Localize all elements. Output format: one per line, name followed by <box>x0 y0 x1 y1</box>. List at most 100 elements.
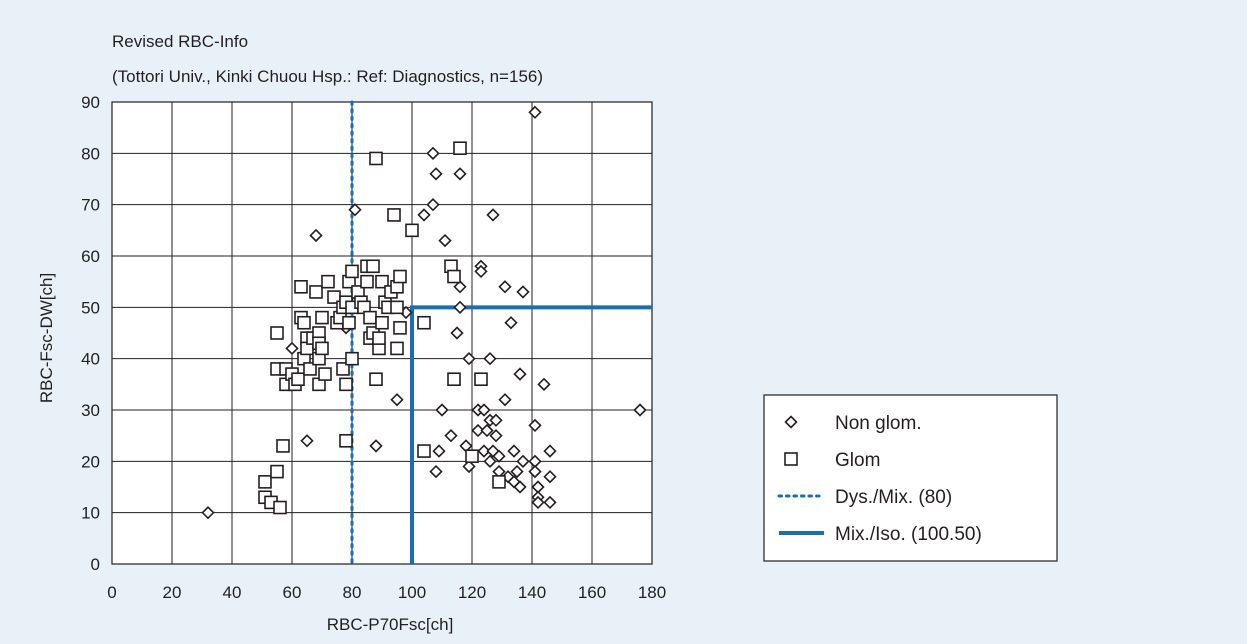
non-glom-point <box>477 444 491 458</box>
x-axis-title: RBC-P70Fsc[ch] <box>327 615 454 634</box>
non-glom-point <box>492 449 506 463</box>
chart-title: Revised RBC-Info <box>112 32 248 51</box>
y-tick-label: 20 <box>81 452 100 471</box>
legend: Non glom. Glom Dys./Mix. (80) Mix./Iso. (10… <box>763 394 1058 562</box>
y-tick-label: 40 <box>81 350 100 369</box>
non-glom-point <box>480 423 494 438</box>
glom-point <box>405 223 419 238</box>
glom-point <box>372 331 386 345</box>
glom-point <box>345 351 359 366</box>
x-tick-label: 80 <box>343 583 362 602</box>
reference-lines <box>350 100 652 566</box>
y-tick-label: 0 <box>91 555 100 574</box>
non-glom-point <box>513 480 527 494</box>
x-tick-labels: 0 20 40 60 80 100 120 140 160 180 <box>107 583 666 602</box>
glom-point <box>492 475 506 489</box>
y-tick-label: 90 <box>81 93 100 112</box>
non-glom-point <box>348 203 362 217</box>
glom-point <box>363 310 377 325</box>
x-tick-label: 40 <box>223 583 242 602</box>
data-points <box>201 105 647 520</box>
glom-point <box>291 372 305 387</box>
x-tick-label: 60 <box>283 583 302 602</box>
y-tick-label: 50 <box>81 298 100 317</box>
non-glom-point <box>528 418 542 433</box>
x-tick-label: 180 <box>638 583 666 602</box>
glom-point <box>303 362 317 376</box>
glom-point <box>369 151 383 166</box>
non-glom-point <box>471 423 485 438</box>
non-glom-point <box>483 352 497 366</box>
non-glom-point <box>498 393 512 407</box>
mixiso-reference-line <box>410 305 652 564</box>
glom-point <box>342 315 356 330</box>
y-tick-label: 30 <box>81 401 100 420</box>
x-tick-label: 20 <box>163 583 182 602</box>
non-glom-point <box>426 146 440 160</box>
non-glom-point <box>498 280 512 294</box>
non-glom-point <box>516 285 530 299</box>
non-glom-point <box>453 167 467 181</box>
glom-point <box>258 475 272 489</box>
glom-point <box>309 285 323 299</box>
glom-point <box>390 341 404 356</box>
non-glom-point <box>483 454 497 468</box>
non-glom-point <box>417 208 431 222</box>
non-glom-point <box>477 403 491 417</box>
non-glom-point <box>513 367 527 381</box>
y-tick-label: 60 <box>81 247 100 266</box>
non-glom-point <box>438 233 452 248</box>
non-glom-point <box>453 300 467 314</box>
non-glom-point <box>309 228 323 243</box>
y-tick-labels: 0 10 20 30 40 50 60 70 80 90 <box>81 93 100 574</box>
non-glom-point <box>300 434 314 448</box>
non-glom-point <box>516 454 530 468</box>
glom-point <box>453 141 467 155</box>
glom-point <box>393 321 407 335</box>
glom-point <box>417 315 431 330</box>
chart-subtitle: (Tottori Univ., Kinki Chuou Hsp.: Ref: D… <box>112 67 543 86</box>
glom-point <box>447 372 461 387</box>
non-glom-point <box>507 444 521 458</box>
glom-point <box>321 274 335 289</box>
legend-diamond-key <box>784 415 798 429</box>
glom-point <box>417 444 431 458</box>
x-tick-label: 0 <box>107 583 116 602</box>
glom-point <box>270 464 284 479</box>
non-glom-point <box>543 495 557 510</box>
glom-point <box>297 315 311 330</box>
x-tick-label: 160 <box>578 583 606 602</box>
non-glom-point <box>426 198 440 212</box>
non-glom-point <box>285 341 299 356</box>
non-glom-point <box>369 439 383 453</box>
glom-point <box>294 279 308 294</box>
non-glom-point <box>432 444 446 458</box>
non-glom-point <box>528 464 542 479</box>
glom-point <box>393 269 407 284</box>
non-glom-point <box>510 464 524 479</box>
glom-point <box>318 367 332 381</box>
glom-point <box>336 362 350 376</box>
glom-point <box>315 341 329 356</box>
legend-square-key <box>784 452 798 466</box>
non-glom-point <box>486 208 500 222</box>
non-glom-point <box>429 167 443 181</box>
x-tick-label: 100 <box>398 583 426 602</box>
non-glom-point <box>429 464 443 479</box>
non-glom-point <box>489 429 503 443</box>
glom-point <box>339 377 353 392</box>
y-tick-label: 70 <box>81 196 100 215</box>
glom-point <box>390 300 404 315</box>
glom-point <box>315 310 329 325</box>
glom-point <box>276 439 290 453</box>
legend-label: Glom <box>835 450 880 471</box>
glom-point <box>366 259 380 274</box>
non-glom-point <box>450 326 464 340</box>
glom-point <box>474 372 488 387</box>
non-glom-point <box>453 280 467 294</box>
y-tick-label: 80 <box>81 144 100 163</box>
non-glom-point <box>633 403 647 417</box>
non-glom-point <box>531 495 545 510</box>
non-glom-point <box>489 413 503 427</box>
